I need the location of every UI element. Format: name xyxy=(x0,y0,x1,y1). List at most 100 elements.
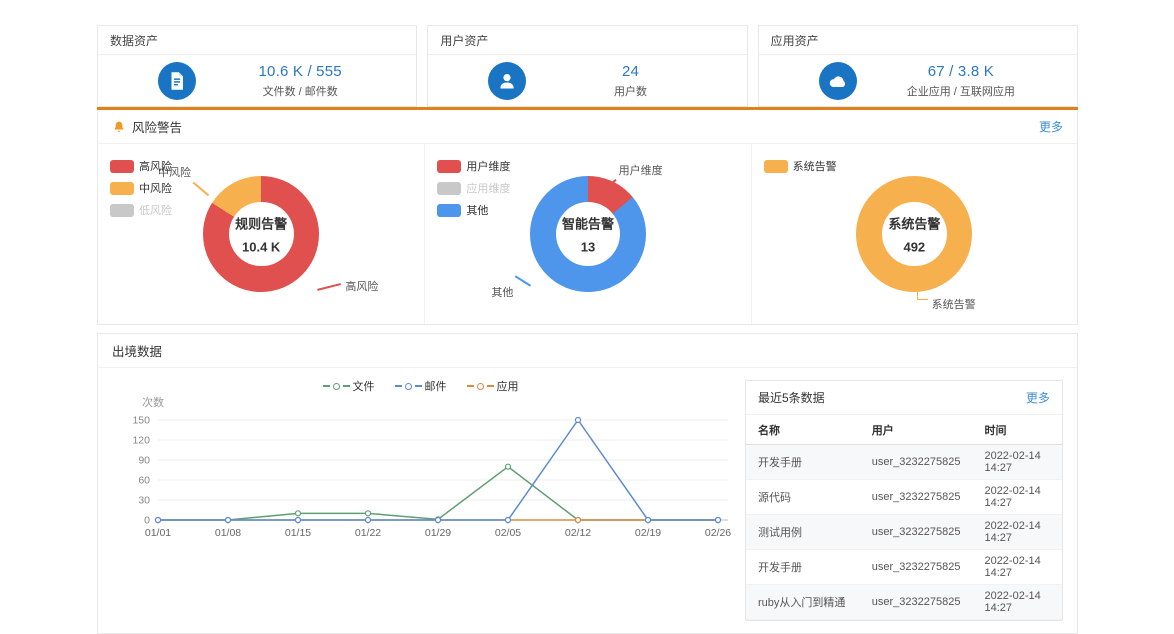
donut-callout: 系统告警 xyxy=(916,289,976,312)
svg-text:02/05: 02/05 xyxy=(495,527,521,539)
donut-chart-system-alerts[interactable] xyxy=(856,176,973,292)
donut-title: 智能告警 xyxy=(561,216,614,232)
legend-item-mail[interactable]: 邮件 xyxy=(394,378,447,394)
svg-text:01/01: 01/01 xyxy=(145,527,171,539)
svg-text:02/12: 02/12 xyxy=(565,527,591,539)
legend-swatch-icon xyxy=(437,203,462,217)
cell-name: ruby从入门到精通 xyxy=(746,584,860,620)
legend-line-icon xyxy=(322,385,330,387)
table-row: 开发手册 user_3232275825 2022-02-14 14:27 xyxy=(746,444,1062,480)
legend-swatch-icon xyxy=(437,181,462,195)
cell-time: 2022-02-14 14:27 xyxy=(972,479,1062,515)
line-chart-legend: 文件 邮件 应用 xyxy=(112,378,729,394)
risk-warning-section: 风险警告 更多 高风险 中风险 低风险 xyxy=(97,110,1078,325)
cell-time: 2022-02-14 14:27 xyxy=(972,584,1062,620)
column-header-user: 用户 xyxy=(859,415,973,445)
svg-text:01/29: 01/29 xyxy=(425,527,451,539)
cell-time: 2022-02-14 14:27 xyxy=(972,444,1062,480)
legend-swatch-icon xyxy=(110,203,134,217)
legend-item-system-alert[interactable]: 系统告警 xyxy=(763,158,837,174)
outbound-line-chart: 文件 邮件 应用 次数 0 30 60 90 120 150 01/01 01/08 01/15… xyxy=(112,374,731,621)
legend-label: 中风险 xyxy=(139,183,172,195)
donut-cell-system-alerts: 系统告警 系统告警 492 系统告警 xyxy=(750,144,1077,324)
legend-item-high-risk[interactable]: 高风险 xyxy=(110,158,172,174)
svg-text:01/08: 01/08 xyxy=(215,527,241,539)
legend-line-icon xyxy=(394,385,402,387)
legend-item-app-dim[interactable]: 应用维度 xyxy=(437,180,510,196)
legend-label: 用户维度 xyxy=(466,161,511,173)
cell-name: 开发手册 xyxy=(746,549,860,585)
legend-label: 高风险 xyxy=(139,161,172,173)
orange-separator xyxy=(97,107,1078,110)
card-label: 用户数 xyxy=(613,85,647,98)
legend-item-other[interactable]: 其他 xyxy=(437,202,510,218)
svg-text:0: 0 xyxy=(144,515,150,527)
outbound-data-section: 出境数据 文件 邮件 应用 次 xyxy=(97,333,1078,634)
legend-swatch-icon xyxy=(763,159,788,173)
donut-chart-smart-alerts[interactable] xyxy=(529,176,646,292)
cell-user: user_3232275825 xyxy=(859,514,973,550)
document-icon xyxy=(158,61,196,100)
legend-ring-icon xyxy=(404,382,412,390)
svg-text:01/15: 01/15 xyxy=(285,527,311,539)
donut-chart-rule-alerts[interactable] xyxy=(203,176,320,292)
section-title: 出境数据 xyxy=(112,345,163,359)
donut-cell-smart-alerts: 用户维度 应用维度 其他 智能告警 13 xyxy=(424,144,750,324)
legend-swatch-icon xyxy=(110,181,134,195)
column-header-name: 名称 xyxy=(746,415,860,445)
donut-cell-rule-alerts: 高风险 中风险 低风险 规则告警 10.4 K 中风险 xyxy=(98,144,424,324)
user-icon xyxy=(488,61,527,100)
column-header-time: 时间 xyxy=(972,415,1062,445)
recent-more-link[interactable]: 更多 xyxy=(1025,391,1050,405)
svg-text:30: 30 xyxy=(138,495,150,507)
card-title: 数据资产 xyxy=(98,26,417,55)
legend-item-user-dim[interactable]: 用户维度 xyxy=(437,158,510,174)
svg-text:60: 60 xyxy=(138,475,150,487)
donut-value: 492 xyxy=(903,239,926,255)
legend-swatch-icon xyxy=(437,159,462,173)
cell-time: 2022-02-14 14:27 xyxy=(972,514,1062,550)
donut-value: 13 xyxy=(580,239,596,255)
donut-value: 10.4 K xyxy=(242,239,281,255)
card-value: 10.6 K / 555 xyxy=(258,62,342,80)
donut-legend: 系统告警 xyxy=(763,158,837,174)
legend-line-icon xyxy=(414,385,422,387)
donut-title: 系统告警 xyxy=(888,216,941,232)
panel-title: 最近5条数据 xyxy=(758,391,825,405)
legend-item-app[interactable]: 应用 xyxy=(466,378,519,394)
recent-data-panel: 最近5条数据 更多 名称 用户 时间 开发手册 user_3 xyxy=(745,380,1063,621)
recent-data-table: 名称 用户 时间 开发手册 user_3232275825 2022-02-14… xyxy=(746,415,1062,620)
legend-item-file[interactable]: 文件 xyxy=(322,378,375,394)
card-title: 用户资产 xyxy=(428,26,747,55)
cell-name: 测试用例 xyxy=(746,514,860,550)
donut-callout: 高风险 xyxy=(317,278,378,294)
cell-name: 开发手册 xyxy=(746,444,860,480)
legend-label: 邮件 xyxy=(424,381,447,393)
card-label: 企业应用 / 互联网应用 xyxy=(906,85,1015,98)
table-row: 开发手册 user_3232275825 2022-02-14 14:27 xyxy=(746,549,1062,585)
legend-ring-icon xyxy=(476,382,484,390)
legend-swatch-icon xyxy=(110,159,134,173)
legend-label: 应用 xyxy=(496,381,519,393)
bell-icon xyxy=(114,121,124,132)
section-title: 风险警告 xyxy=(132,121,183,135)
stat-card-user-assets: 用户资产 24 用户数 xyxy=(427,25,748,107)
cell-user: user_3232275825 xyxy=(859,584,973,620)
legend-item-low-risk[interactable]: 低风险 xyxy=(110,202,172,218)
table-row: 源代码 user_3232275825 2022-02-14 14:27 xyxy=(746,479,1062,515)
svg-text:90: 90 xyxy=(138,455,150,467)
risk-more-link[interactable]: 更多 xyxy=(1038,120,1063,134)
stat-cards-row: 数据资产 10.6 K / 555 文件数 / 邮件数 用户资产 xyxy=(97,25,1078,107)
donut-callout: 其他 xyxy=(491,275,532,300)
line-chart-canvas[interactable]: 0 30 60 90 120 150 01/01 01/08 01/15 01/22 01/29 02… xyxy=(112,410,735,550)
cell-name: 源代码 xyxy=(746,479,860,515)
legend-line-icon xyxy=(342,385,350,387)
donut-legend: 高风险 中风险 低风险 xyxy=(110,158,172,218)
svg-text:02/26: 02/26 xyxy=(705,527,731,539)
cell-user: user_3232275825 xyxy=(859,549,973,585)
card-value: 24 xyxy=(621,62,640,80)
legend-item-medium-risk[interactable]: 中风险 xyxy=(110,180,172,196)
donut-title: 规则告警 xyxy=(235,216,288,232)
legend-label: 低风险 xyxy=(139,205,172,217)
card-value: 67 / 3.8 K xyxy=(927,62,994,80)
